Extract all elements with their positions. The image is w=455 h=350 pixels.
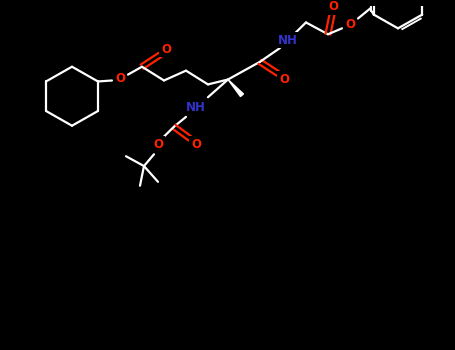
Text: O: O (191, 138, 201, 151)
Text: O: O (345, 18, 355, 31)
Text: NH: NH (186, 100, 206, 113)
Text: O: O (279, 73, 289, 86)
Text: O: O (161, 42, 171, 56)
Text: NH: NH (278, 34, 298, 47)
Text: O: O (153, 138, 163, 151)
Text: O: O (115, 72, 125, 85)
Polygon shape (228, 79, 243, 97)
Text: O: O (328, 0, 338, 13)
